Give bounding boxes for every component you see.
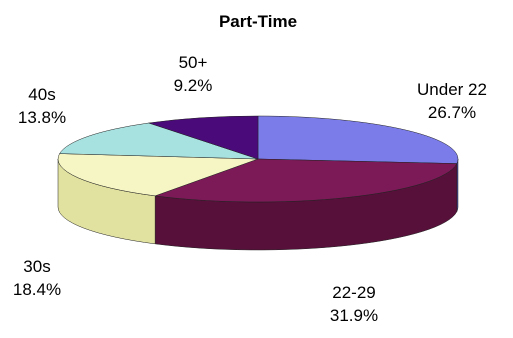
slice-22-29 bbox=[155, 158, 458, 203]
chart-title: Part-Time bbox=[219, 12, 297, 31]
slice-value-22-29: 31.9% bbox=[330, 306, 378, 325]
slice-label-30s: 30s bbox=[23, 257, 50, 276]
slice-labels: Under 22 26.7% 22-29 31.9% 30s 18.4% 40s 13.8% 5… bbox=[13, 53, 487, 325]
slice-40s bbox=[59, 122, 259, 160]
slice-value-30s: 18.4% bbox=[13, 280, 61, 299]
slice-label-under-22: Under 22 bbox=[417, 80, 487, 99]
slice-value-under-22: 26.7% bbox=[428, 103, 476, 122]
slice-50- bbox=[148, 115, 259, 160]
slice-value-50-: 9.2% bbox=[174, 76, 213, 95]
slice-label-22-29: 22-29 bbox=[332, 283, 375, 302]
slice-under-22 bbox=[257, 115, 459, 164]
pie-slices bbox=[57, 115, 459, 203]
slice-label-50-: 50+ bbox=[179, 53, 208, 72]
slice-value-40s: 13.8% bbox=[18, 108, 66, 127]
pie-sides bbox=[57, 158, 459, 251]
slice-label-40s: 40s bbox=[28, 85, 55, 104]
slice-30s bbox=[57, 153, 259, 197]
